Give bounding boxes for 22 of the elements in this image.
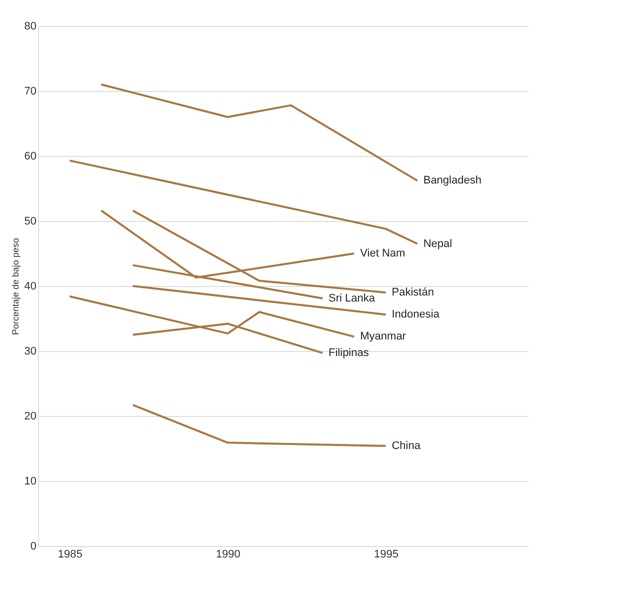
y-axis-title: Porcentaje de bajo peso [10,238,20,336]
series-label: Viet Nam [360,248,406,260]
y-tick-label: 0 [30,540,36,552]
series-label: China [392,440,422,452]
series-label: Myanmar [360,330,406,343]
y-tick-label: 40 [24,280,36,292]
series-label: Sri Lanka [328,292,376,304]
x-tick-label: 1995 [374,548,398,560]
y-tick-label: 30 [24,346,36,358]
y-tick-label: 50 [24,216,36,228]
series-label: Filipinas [328,346,370,359]
y-tick-label: 20 [24,410,36,422]
y-tick-label: 60 [24,150,36,162]
series-label: Bangladesh [423,174,482,187]
series-label: Indonesia [392,308,440,321]
x-tick-label: 1990 [216,548,240,560]
series-label: Pakistán [392,286,434,298]
y-tick-label: 70 [24,86,36,98]
x-tick-label: 1985 [58,548,82,560]
y-tick-label: 10 [24,476,36,488]
y-tick-label: 80 [24,20,36,32]
series-label: Nepal [423,238,452,250]
